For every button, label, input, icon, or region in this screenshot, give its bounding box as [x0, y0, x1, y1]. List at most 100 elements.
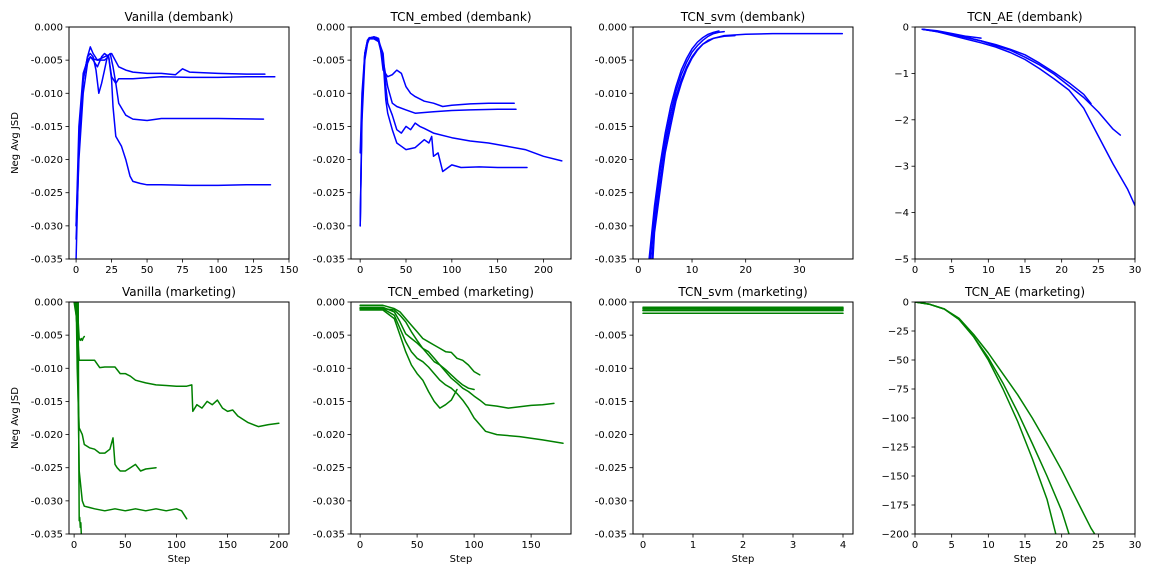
y-tick-label: -0.010 [313, 364, 345, 375]
y-tick-label: −1 [894, 69, 909, 80]
y-tick-label: -0.030 [31, 496, 63, 507]
y-tick-label: 0.000 [316, 23, 345, 34]
y-tick-label: -0.030 [31, 221, 63, 232]
x-tick-label: 75 [176, 265, 189, 276]
y-tick-label: -0.035 [31, 255, 63, 266]
y-tick-label: -0.020 [31, 430, 63, 441]
y-tick-label: -0.015 [31, 397, 63, 408]
series-line-4 [77, 302, 83, 534]
y-tick-label: -0.030 [313, 221, 345, 232]
y-tick-label: -0.015 [31, 122, 63, 133]
series-line-3 [652, 32, 844, 259]
series-line-0 [915, 302, 1096, 534]
series-line-1 [921, 28, 1122, 136]
x-tick-label: 0 [357, 265, 363, 276]
series-line-2 [915, 302, 1057, 534]
axes-frame [350, 301, 572, 535]
y-tick-label: −5 [894, 255, 909, 266]
series-line-2 [359, 307, 555, 409]
x-tick-label: 3 [790, 540, 796, 551]
y-tick-label: -0.015 [595, 397, 627, 408]
series-group [648, 30, 844, 259]
x-tick-label: 0 [912, 540, 918, 551]
series-line-0 [75, 46, 266, 259]
chart-title: TCN_embed (marketing) [387, 285, 534, 299]
x-tick-label: 2 [740, 540, 746, 551]
axes-frame [632, 26, 854, 260]
x-tick-label: 100 [208, 265, 227, 276]
x-tick-label: 0 [73, 265, 79, 276]
series-group [359, 36, 563, 227]
x-tick-label: 25 [1092, 540, 1105, 551]
y-tick-label: -0.015 [313, 397, 345, 408]
x-tick-label: 30 [793, 265, 806, 276]
y-tick-label: -0.020 [313, 430, 345, 441]
x-axis-label: Step [732, 554, 755, 565]
x-tick-label: 30 [1129, 540, 1142, 551]
x-tick-label: 100 [465, 540, 484, 551]
y-tick-label: −150 [882, 472, 909, 483]
y-axis-label: Neg Avg JSD [10, 387, 21, 449]
y-tick-label: −4 [894, 208, 909, 219]
y-tick-label: -0.015 [313, 122, 345, 133]
x-axis-label: Step [1014, 554, 1037, 565]
x-tick-label: 150 [218, 540, 237, 551]
x-tick-label: 150 [522, 540, 541, 551]
x-tick-label: 50 [141, 265, 154, 276]
axes-frame [68, 26, 290, 260]
y-tick-label: -0.035 [595, 255, 627, 266]
y-tick-label: -0.025 [31, 463, 63, 474]
y-tick-label: -0.010 [313, 89, 345, 100]
y-tick-label: -0.025 [313, 463, 345, 474]
y-tick-label: -0.035 [313, 530, 345, 541]
y-tick-label: −2 [894, 115, 909, 126]
y-tick-label: −75 [888, 385, 909, 396]
y-tick-label: -0.035 [595, 530, 627, 541]
series-group [73, 302, 280, 534]
series-group [921, 28, 1135, 207]
x-tick-label: 0 [71, 540, 77, 551]
y-tick-label: -0.030 [595, 496, 627, 507]
y-tick-label: 0.000 [34, 23, 63, 34]
series-line-0 [648, 30, 720, 259]
chart-title: Vanilla (marketing) [122, 285, 236, 299]
x-tick-label: 25 [105, 265, 118, 276]
x-tick-label: 20 [1055, 265, 1068, 276]
y-axis-label: Neg Avg JSD [10, 112, 21, 174]
series-line-4 [359, 309, 458, 409]
x-tick-label: 150 [488, 265, 507, 276]
y-tick-label: -0.010 [595, 364, 627, 375]
subplot-6: 0 1 2 3 4 0.000 -0.005 -0.010 -0.015 -0.020 -0.025… [595, 285, 854, 565]
chart-title: TCN_svm (marketing) [677, 285, 807, 299]
x-tick-label: 100 [167, 540, 186, 551]
series-group [642, 306, 844, 315]
x-tick-label: 0 [357, 540, 363, 551]
y-tick-label: -0.025 [595, 463, 627, 474]
chart-title: TCN_AE (dembank) [966, 10, 1082, 24]
y-tick-label: 0.000 [598, 298, 627, 309]
y-tick-label: −3 [894, 162, 909, 173]
y-tick-label: -0.005 [595, 56, 627, 67]
y-tick-label: -0.030 [313, 496, 345, 507]
chart-title: TCN_AE (marketing) [964, 285, 1085, 299]
series-line-1 [915, 302, 1070, 534]
axes-frame [632, 301, 854, 535]
subplot-0: 0 25 50 75 100 125 150 0.000 -0.005 -0.010 -0.015 -… [10, 10, 299, 276]
x-tick-label: 30 [1129, 265, 1142, 276]
y-tick-label: -0.035 [313, 255, 345, 266]
y-tick-label: 0.000 [34, 298, 63, 309]
y-tick-label: −175 [882, 501, 909, 512]
x-tick-label: 200 [269, 540, 288, 551]
series-group [915, 302, 1096, 534]
y-tick-label: 0 [903, 298, 909, 309]
x-tick-label: 0 [635, 265, 641, 276]
y-tick-label: −25 [888, 327, 909, 338]
y-tick-label: -0.005 [595, 331, 627, 342]
x-tick-label: 1 [690, 540, 696, 551]
x-axis-label: Step [168, 554, 191, 565]
y-tick-label: -0.010 [31, 89, 63, 100]
x-tick-label: 10 [982, 540, 995, 551]
series-line-1 [649, 30, 725, 259]
x-tick-label: 15 [1019, 540, 1032, 551]
series-line-2 [75, 302, 157, 472]
